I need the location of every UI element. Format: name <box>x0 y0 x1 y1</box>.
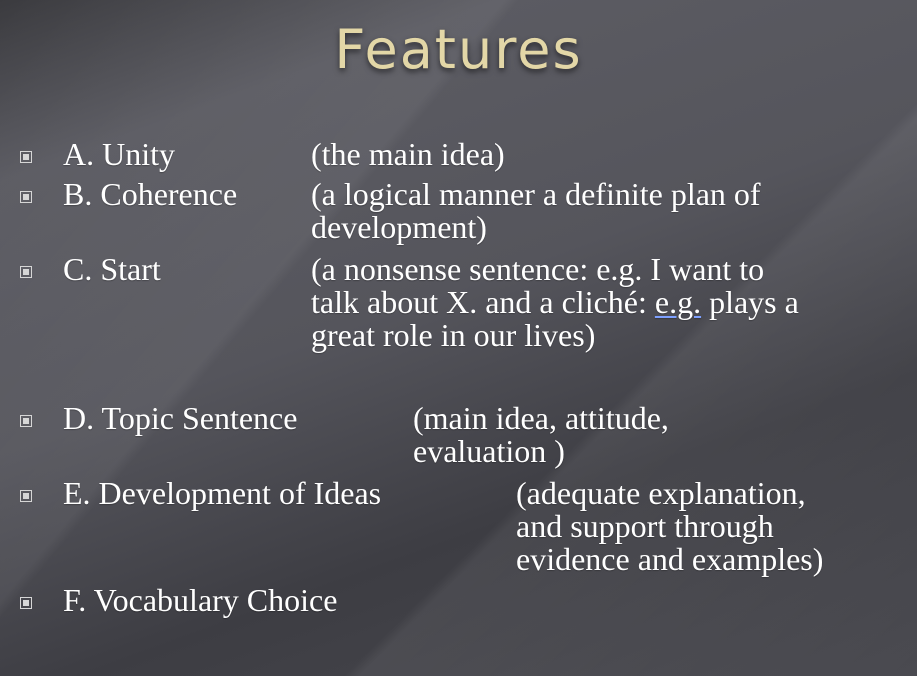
item-c-desc-line-2: talk about X. and a cliché: e.g. plays a <box>311 285 799 319</box>
item-d-desc-line-1: (main idea, attitude, <box>413 400 669 436</box>
item-c-label: C. Start <box>63 251 161 287</box>
item-c-desc-line-2-tail: plays a <box>709 284 799 320</box>
item-a-label: A. Unity <box>63 136 175 172</box>
item-c-desc-line-1: (a nonsense sentence: e.g. I want to <box>311 251 765 287</box>
bullet-icon <box>20 191 32 203</box>
item-b-label: B. Coherence <box>63 176 238 212</box>
item-e-desc-line-3: evidence and examples) <box>516 541 824 577</box>
item-e-desc-line-2: and support through <box>516 508 774 544</box>
bullet-icon <box>20 266 32 278</box>
bullet-icon <box>20 151 32 163</box>
slide-title: Features <box>334 18 583 81</box>
eg-underlined: e.g. <box>654 284 702 320</box>
item-e-label: E. Development of Ideas <box>63 475 382 511</box>
item-d-label: D. Topic Sentence <box>63 400 298 436</box>
item-b-desc-line-1: (a logical manner a definite plan of <box>311 176 761 212</box>
item-f-label: F. Vocabulary Choice <box>63 582 338 618</box>
bullet-icon <box>20 490 32 502</box>
bullet-icon <box>20 415 32 427</box>
item-c-desc-line-3: great role in our lives) <box>311 317 596 353</box>
bullet-icon <box>20 597 32 609</box>
item-b-desc-line-2: development) <box>311 209 487 245</box>
item-d-desc-line-2: evaluation ) <box>413 433 565 469</box>
item-c-desc-line-2-text: talk about X. and a cliché: <box>311 284 647 320</box>
item-e-desc-line-1: (adequate explanation, <box>516 475 806 511</box>
item-a-desc-line-1: (the main idea) <box>311 136 505 172</box>
